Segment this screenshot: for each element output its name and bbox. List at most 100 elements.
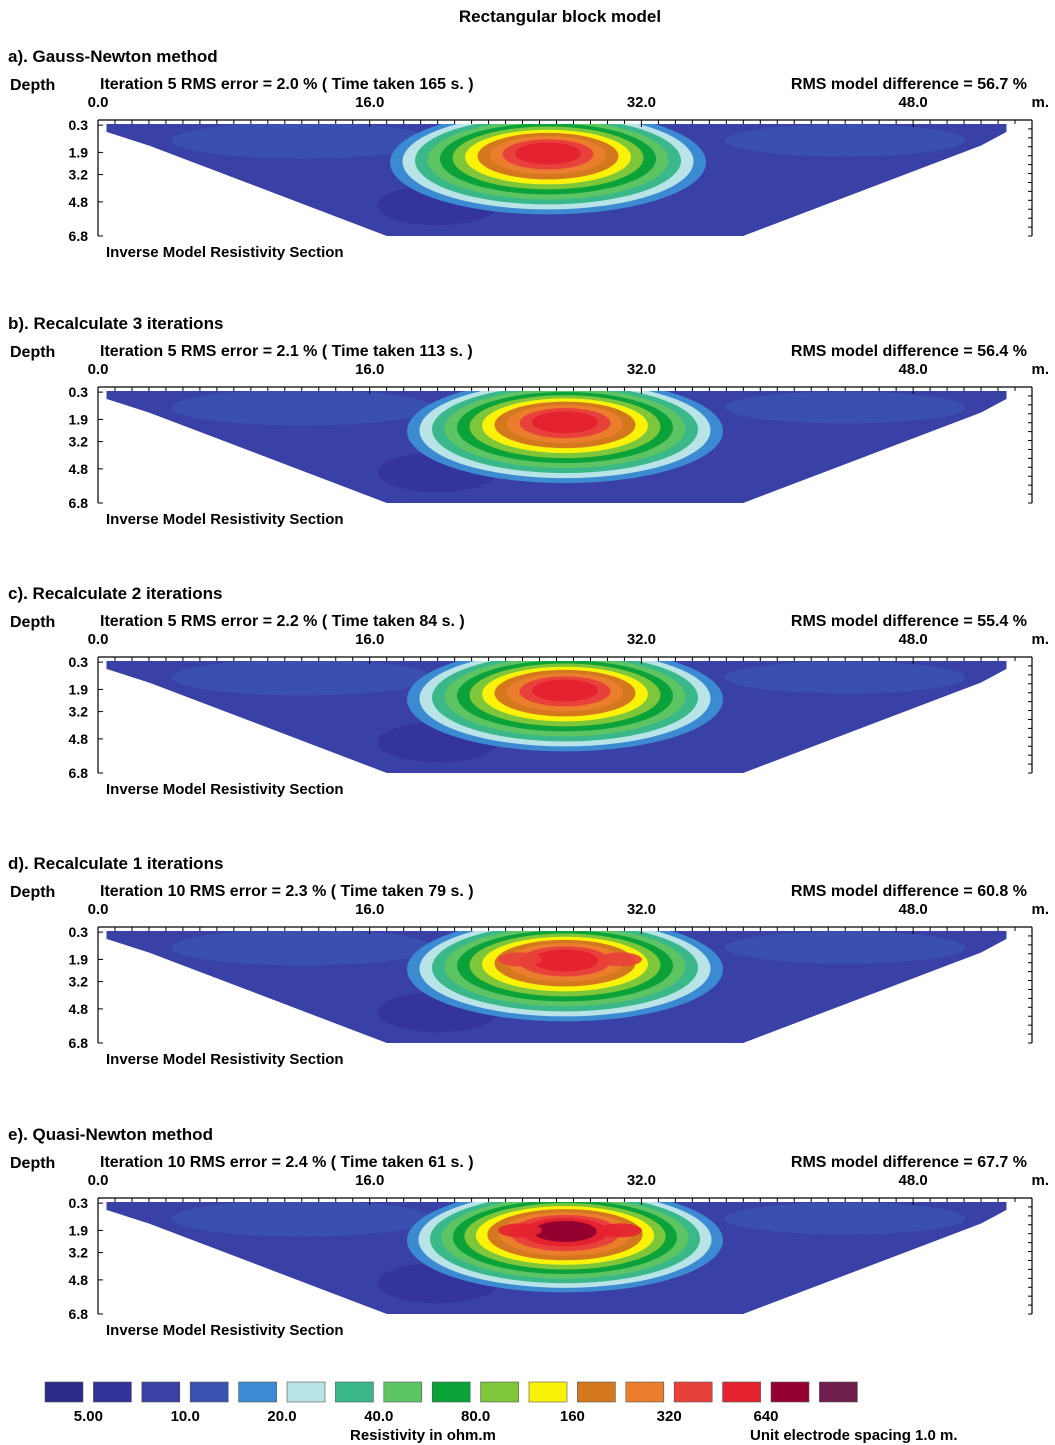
unit-label: m. xyxy=(1031,1172,1049,1189)
x-tick-label: 0.0 xyxy=(88,94,109,111)
panel-e: e). Quasi-Newton method Depth Iteration 10… xyxy=(8,1125,1049,1339)
x-tick-label: 16.0 xyxy=(355,631,384,648)
contour-peak xyxy=(598,952,642,967)
depth-tick-label: 4.8 xyxy=(69,461,89,477)
x-tick-label: 0.0 xyxy=(88,1172,109,1189)
legend-swatch xyxy=(238,1381,277,1403)
panel-b: b). Recalculate 3 iterations Depth Iterati… xyxy=(8,314,1049,528)
legend-label: 40.0 xyxy=(364,1408,393,1425)
contour-level-15 xyxy=(533,1220,597,1242)
depth-tick-label: 1.9 xyxy=(69,144,89,160)
depth-tick-label: 4.8 xyxy=(69,1272,89,1288)
near-surface-zone xyxy=(171,661,432,696)
panel-title: a). Gauss-Newton method xyxy=(8,47,218,66)
legend-title: Resistivity in ohm.m xyxy=(350,1427,496,1444)
depth-tick-label: 6.8 xyxy=(69,1306,89,1322)
legend-label: 320 xyxy=(657,1408,682,1425)
x-tick-label: 48.0 xyxy=(899,901,928,918)
contour-level-14 xyxy=(532,411,598,434)
panel-title: b). Recalculate 3 iterations xyxy=(8,314,223,333)
x-tick-label: 48.0 xyxy=(899,94,928,111)
near-surface-zone xyxy=(725,931,966,964)
legend-swatch xyxy=(189,1381,229,1403)
section-caption: Inverse Model Resistivity Section xyxy=(106,781,344,798)
legend-swatch xyxy=(431,1381,471,1403)
legend-swatch xyxy=(335,1381,374,1403)
near-surface-zone xyxy=(171,931,432,966)
depth-label: Depth xyxy=(10,344,55,361)
legend-swatch xyxy=(480,1381,519,1403)
legend-swatch xyxy=(625,1381,665,1403)
x-tick-label: 0.0 xyxy=(88,361,109,378)
panel-title: e). Quasi-Newton method xyxy=(8,1125,213,1144)
contour-level-14 xyxy=(532,949,598,972)
legend-swatch xyxy=(673,1381,713,1403)
near-surface-zone xyxy=(171,391,432,426)
x-tick-label: 16.0 xyxy=(355,1172,384,1189)
iteration-text: Iteration 5 RMS error = 2.1 % ( Time tak… xyxy=(100,343,473,360)
unit-label: m. xyxy=(1031,631,1049,648)
depth-tick-label: 4.8 xyxy=(69,1001,89,1017)
legend-label: 160 xyxy=(560,1408,585,1425)
legend-label: 10.0 xyxy=(171,1408,200,1425)
depth-label: Depth xyxy=(10,77,55,94)
depth-tick-label: 0.3 xyxy=(69,117,89,133)
legend: 5.00 10.0 20.0 40.0 80.0 160 320 640 Resistivity… xyxy=(44,1381,958,1444)
legend-swatch xyxy=(528,1381,568,1403)
depth-label: Depth xyxy=(10,1155,55,1172)
depth-tick-label: 3.2 xyxy=(69,974,89,990)
iteration-text: Iteration 10 RMS error = 2.3 % ( Time ta… xyxy=(100,883,474,900)
depth-tick-label: 1.9 xyxy=(69,681,89,697)
resistivity-section xyxy=(106,931,1007,1043)
depth-tick-label: 6.8 xyxy=(69,495,89,511)
contour-level-14 xyxy=(515,142,582,165)
x-tick-label: 16.0 xyxy=(355,361,384,378)
legend-swatch xyxy=(819,1381,858,1403)
section-caption: Inverse Model Resistivity Section xyxy=(106,1322,344,1339)
depth-tick-label: 1.9 xyxy=(69,1222,89,1238)
depth-tick-label: 6.8 xyxy=(69,1035,89,1051)
near-surface-zone xyxy=(725,661,966,694)
near-surface-zone xyxy=(725,124,966,157)
x-tick-label: 16.0 xyxy=(355,94,384,111)
near-surface-zone xyxy=(725,1202,966,1235)
resistivity-section xyxy=(106,124,1007,236)
x-tick-label: 32.0 xyxy=(627,361,656,378)
contour-peak xyxy=(498,1223,542,1238)
panels: a). Gauss-Newton method Depth Iteration 5 … xyxy=(8,47,1049,1339)
unit-label: m. xyxy=(1031,361,1049,378)
resistivity-section xyxy=(106,391,1007,503)
depth-tick-label: 3.2 xyxy=(69,704,89,720)
panel-a: a). Gauss-Newton method Depth Iteration 5 … xyxy=(8,47,1049,261)
legend-label: 20.0 xyxy=(267,1408,296,1425)
iteration-text: Iteration 10 RMS error = 2.4 % ( Time ta… xyxy=(100,1154,474,1171)
legend-swatch xyxy=(383,1381,423,1403)
panel-c: c). Recalculate 2 iterations Depth Iterati… xyxy=(8,584,1049,798)
depth-label: Depth xyxy=(10,614,55,631)
iteration-text: Iteration 5 RMS error = 2.0 % ( Time tak… xyxy=(100,76,474,93)
legend-swatch xyxy=(141,1381,181,1403)
legend-swatch xyxy=(722,1381,761,1403)
near-surface-zone xyxy=(725,391,966,424)
rms-model-difference: RMS model difference = 56.4 % xyxy=(791,343,1027,360)
electrode-note: Unit electrode spacing 1.0 m. xyxy=(750,1427,958,1444)
contour-level-14 xyxy=(532,679,598,702)
depth-tick-label: 3.2 xyxy=(69,434,89,450)
iteration-text: Iteration 5 RMS error = 2.2 % ( Time tak… xyxy=(100,613,465,630)
resistivity-section xyxy=(106,1202,1007,1314)
legend-swatch xyxy=(93,1381,132,1403)
depth-tick-label: 0.3 xyxy=(69,384,89,400)
depth-tick-label: 1.9 xyxy=(69,411,89,427)
x-tick-label: 16.0 xyxy=(355,901,384,918)
near-surface-zone xyxy=(171,124,432,159)
x-tick-label: 48.0 xyxy=(899,1172,928,1189)
legend-swatch xyxy=(577,1381,616,1403)
depth-tick-label: 0.3 xyxy=(69,924,89,940)
x-tick-label: 48.0 xyxy=(899,361,928,378)
legend-label: 80.0 xyxy=(461,1408,490,1425)
x-tick-label: 48.0 xyxy=(899,631,928,648)
depth-tick-label: 0.3 xyxy=(69,654,89,670)
depth-tick-label: 4.8 xyxy=(69,194,89,210)
depth-tick-label: 1.9 xyxy=(69,951,89,967)
legend-swatch xyxy=(770,1381,810,1403)
